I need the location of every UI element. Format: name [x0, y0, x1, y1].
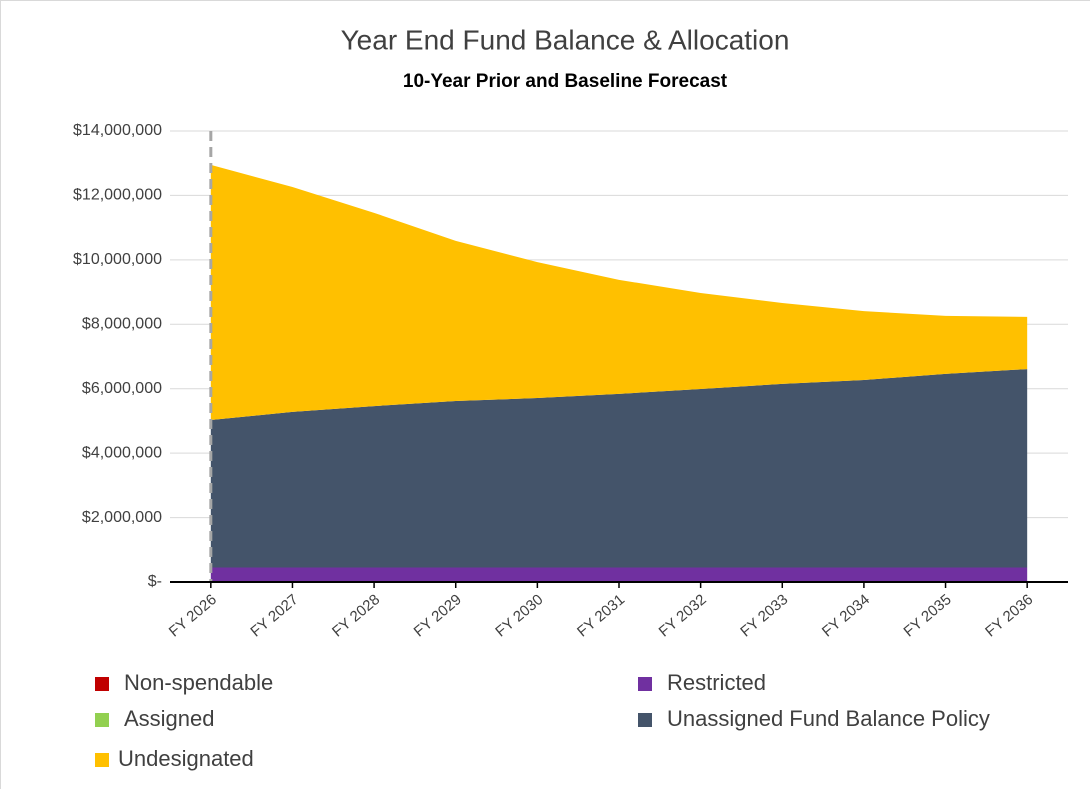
- x-tick-label: FY 2029: [411, 591, 465, 640]
- y-tick-label: $14,000,000: [73, 122, 162, 139]
- legend-label: Undesignated: [118, 746, 254, 771]
- area: [210, 369, 1028, 568]
- y-tick-label: $-: [148, 573, 162, 590]
- legend-label: Restricted: [667, 670, 766, 695]
- x-tick-label: FY 2027: [247, 591, 301, 640]
- legend-swatch: [638, 677, 652, 691]
- y-tick-label: $6,000,000: [82, 380, 162, 397]
- x-tick-label: FY 2036: [982, 591, 1036, 640]
- legend-label: Unassigned Fund Balance Policy: [667, 706, 990, 731]
- legend-swatch: [95, 677, 109, 691]
- legend-swatch: [95, 713, 109, 727]
- areas: [210, 164, 1028, 582]
- legend-swatch: [638, 713, 652, 727]
- y-tick-label: $12,000,000: [73, 187, 162, 204]
- x-tick-label: FY 2034: [819, 591, 873, 640]
- y-tick-label: $2,000,000: [82, 509, 162, 526]
- x-tick-label: FY 2026: [166, 591, 220, 640]
- area: [210, 567, 1028, 582]
- legend-label: Non-spendable: [124, 670, 273, 695]
- y-tick-label: $10,000,000: [73, 251, 162, 268]
- x-tick-label: FY 2033: [737, 591, 791, 640]
- legend-swatch: [95, 753, 109, 767]
- x-tick-label: FY 2028: [329, 591, 383, 640]
- x-tick-label: FY 2031: [574, 591, 628, 640]
- chart-title: Year End Fund Balance & Allocation: [341, 24, 790, 55]
- x-tick-label: FY 2032: [656, 591, 710, 640]
- x-tick-label: FY 2035: [901, 591, 955, 640]
- y-tick-label: $4,000,000: [82, 444, 162, 461]
- y-tick-label: $8,000,000: [82, 316, 162, 333]
- chart-subtitle: 10-Year Prior and Baseline Forecast: [403, 71, 728, 92]
- area: [210, 164, 1028, 420]
- legend-label: Assigned: [124, 706, 215, 731]
- legend: Non-spendable Restricted Assigned Unassigne…: [95, 670, 990, 771]
- x-tick-label: FY 2030: [492, 591, 546, 640]
